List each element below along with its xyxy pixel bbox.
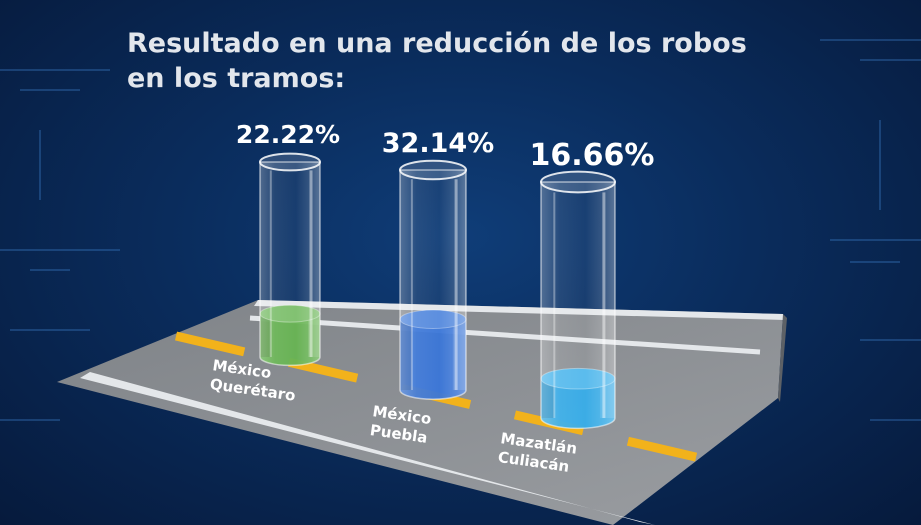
bar-glass (540, 181, 616, 430)
bar-glass-rim (399, 159, 467, 181)
bar-glass (399, 169, 467, 400)
background-tech-lines (0, 39, 921, 421)
chart-title-line-2: en los tramos: (127, 63, 346, 94)
bar-cylinder (399, 159, 467, 400)
bars (259, 152, 616, 430)
value-labels: 22.22% 32.14% 16.66% (236, 120, 655, 173)
bar-cylinder (540, 170, 616, 430)
road-edge-bottom (80, 372, 655, 525)
chart-title: Resultado en una reducción de los robos … (127, 26, 827, 96)
road-edge-lane-line (249, 315, 761, 355)
bar-glass (259, 161, 321, 367)
value-label: 22.22% (236, 120, 340, 149)
chart-title-line-1: Resultado en una reducción de los robos (127, 28, 747, 59)
bar-glass-rim (259, 152, 321, 172)
bar-glass-rim (540, 170, 616, 194)
value-label: 16.66% (530, 138, 655, 173)
road-side-edge (778, 314, 787, 402)
road-edge-top (254, 300, 785, 320)
value-label: 32.14% (382, 128, 494, 159)
bar-cylinder (259, 152, 321, 367)
